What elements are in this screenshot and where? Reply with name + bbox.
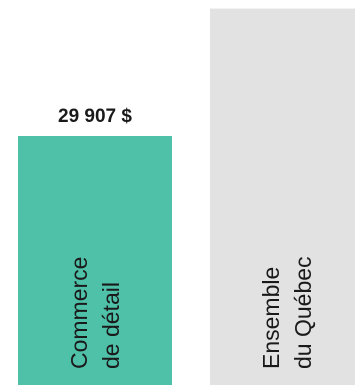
bar-0	[18, 135, 172, 385]
category-label-0: Commerce de détail	[66, 257, 124, 369]
value-label-0: 29 907 $	[58, 106, 132, 127]
category-label-1-line-0: Ensemble	[258, 267, 284, 369]
category-label-0-line-1: de détail	[98, 282, 124, 369]
category-label-1: Ensemble du Québec	[258, 256, 316, 369]
category-label-0-line-0: Commerce	[66, 257, 92, 369]
bar-1	[210, 8, 355, 385]
category-label-1-line-1: du Québec	[290, 256, 316, 369]
